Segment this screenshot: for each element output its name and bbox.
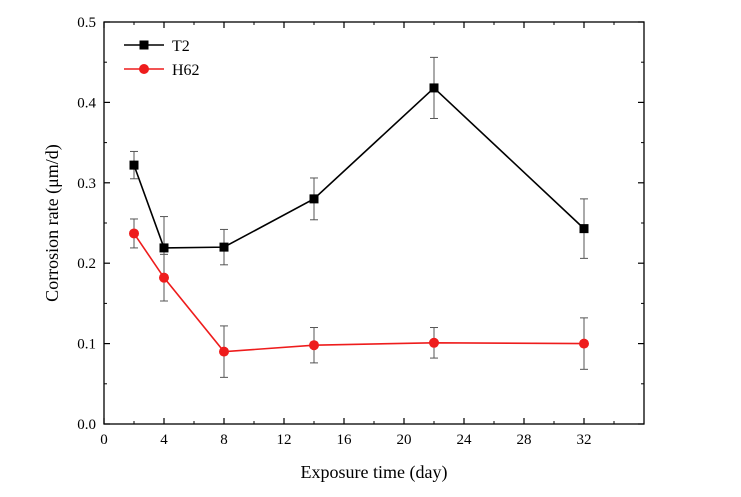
y-tick-label: 0.5: [77, 15, 96, 31]
legend-item-h62: H62: [124, 62, 200, 79]
plot-frame: [103, 21, 645, 425]
y-tick-label: 0.4: [77, 95, 96, 111]
legend-item-t2: T2: [124, 38, 190, 55]
y-axis: 0.0 0.1 0.2 0.3 0.4 0.5: [77, 15, 644, 433]
x-tick-label: 8: [220, 432, 228, 448]
series-layer: [129, 56, 589, 378]
plot-area: [103, 21, 645, 425]
x-tick-label: 16: [337, 432, 353, 448]
data-point: [429, 337, 439, 348]
x-axis: 0 4 8 12 16 20 24 28 32: [100, 22, 615, 448]
data-point: [429, 83, 439, 93]
data-point: [309, 340, 319, 351]
y-tick-label: 0.2: [77, 256, 96, 272]
data-point: [219, 346, 229, 357]
y-tick-label: 0.1: [77, 337, 96, 353]
data-point: [309, 194, 319, 204]
x-tick-label: 28: [517, 432, 532, 448]
data-point: [579, 224, 589, 234]
series-t2: [129, 56, 589, 280]
x-tick-label: 4: [160, 432, 168, 448]
legend-label: T2: [172, 38, 190, 55]
y-tick-label: 0.0: [77, 417, 96, 433]
x-tick-label: 0: [100, 432, 108, 448]
data-point: [129, 228, 139, 239]
data-point: [159, 243, 169, 253]
series-line: [133, 233, 585, 353]
series-h62: [129, 218, 589, 378]
legend-label: H62: [172, 62, 200, 79]
data-point: [579, 338, 589, 349]
x-tick-label: 20: [397, 432, 412, 448]
y-tick-label: 0.3: [77, 176, 96, 192]
data-point: [219, 242, 229, 252]
series-line: [133, 86, 585, 249]
x-tick-label: 24: [457, 432, 473, 448]
data-point: [129, 160, 139, 170]
data-point: [159, 272, 169, 283]
x-tick-label: 32: [577, 432, 592, 448]
y-axis-label: Corrosion rate (μm/d): [42, 144, 63, 302]
x-axis-label: Exposure time (day): [301, 462, 448, 483]
x-tick-label: 12: [277, 432, 292, 448]
